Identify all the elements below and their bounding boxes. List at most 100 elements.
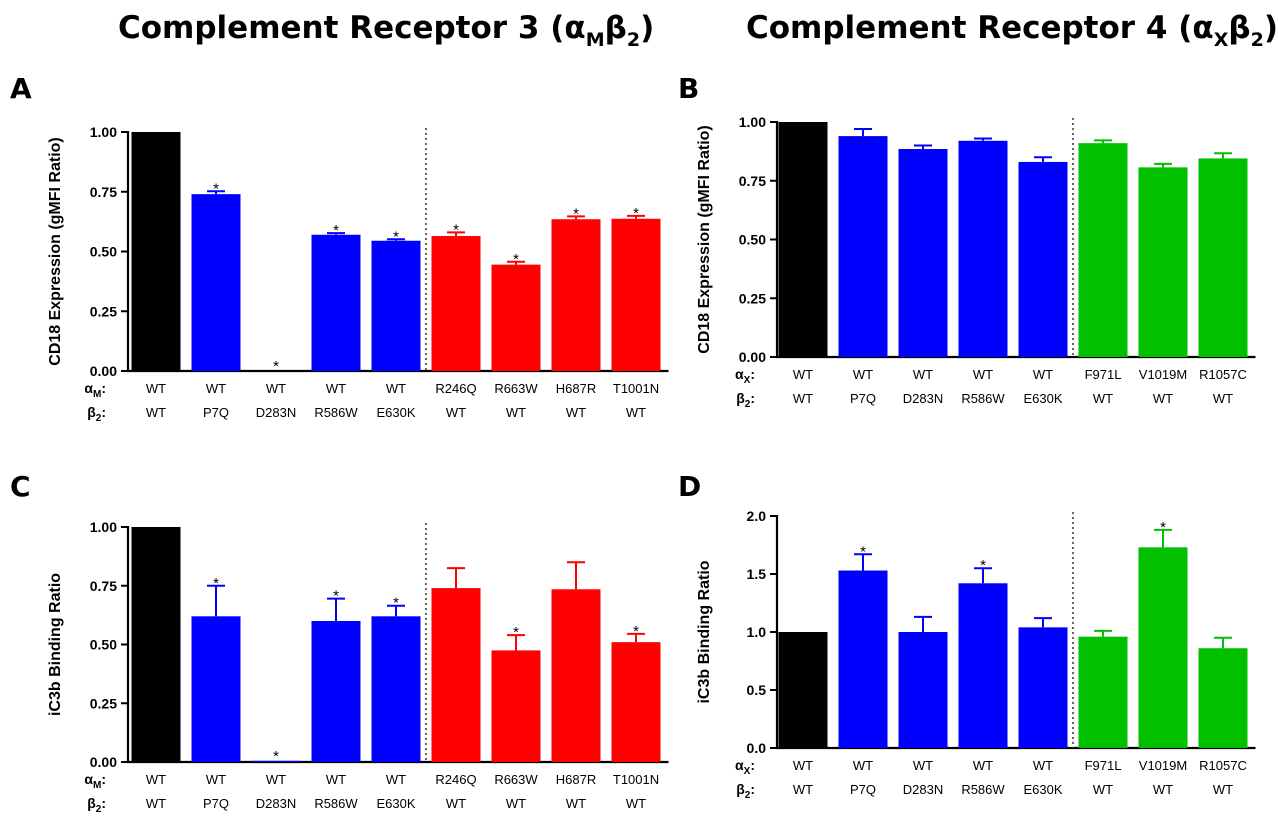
bar bbox=[551, 589, 601, 762]
x-beta-label: WT bbox=[1213, 391, 1233, 406]
x-alpha-label: R1057C bbox=[1199, 367, 1247, 382]
x-beta-label: WT bbox=[793, 782, 813, 797]
panel-label-c: C bbox=[10, 470, 31, 503]
bar bbox=[491, 264, 541, 371]
bar bbox=[838, 570, 888, 748]
bar bbox=[778, 122, 828, 357]
x-alpha-label: WT bbox=[973, 758, 993, 773]
y-tick-label: 0.5 bbox=[747, 682, 767, 698]
x-beta-label: P7Q bbox=[203, 796, 229, 811]
x-alpha-label: WT bbox=[913, 758, 933, 773]
significance-star: * bbox=[453, 221, 459, 238]
significance-star: * bbox=[513, 251, 519, 268]
y-tick-label: 1.0 bbox=[747, 624, 767, 640]
x-alpha-label: R1057C bbox=[1199, 758, 1247, 773]
x-alpha-label: WT bbox=[1033, 367, 1053, 382]
bar bbox=[1078, 143, 1128, 357]
x-beta-label: D283N bbox=[256, 796, 296, 811]
bar bbox=[898, 632, 948, 748]
x-alpha-label: WT bbox=[326, 772, 346, 787]
y-tick-label: 1.00 bbox=[90, 519, 117, 535]
bar bbox=[1198, 648, 1248, 748]
bar bbox=[551, 219, 601, 371]
x-beta-label: WT bbox=[506, 405, 526, 420]
cr4-header-close: ) bbox=[1263, 10, 1278, 46]
bar bbox=[431, 235, 481, 371]
bar bbox=[491, 650, 541, 762]
x-alpha-label: WT bbox=[326, 381, 346, 396]
bar bbox=[251, 760, 301, 762]
y-tick-label: 0.00 bbox=[90, 754, 117, 770]
significance-star: * bbox=[213, 180, 219, 197]
x-alpha-label: R663W bbox=[494, 772, 538, 787]
beta-row-label: β2: bbox=[87, 404, 106, 424]
x-beta-label: E630K bbox=[1023, 782, 1062, 797]
x-beta-label: WT bbox=[1153, 782, 1173, 797]
chart-panel-a: CD18 Expression (gMFI Ratio) 0.00 0.25 0.50… bbox=[47, 124, 669, 424]
x-beta-label: P7Q bbox=[203, 405, 229, 420]
bar bbox=[958, 140, 1008, 357]
x-beta-label: WT bbox=[506, 796, 526, 811]
beta-row-label: β2: bbox=[736, 781, 755, 801]
significance-star: * bbox=[860, 543, 866, 560]
panel-label-d: D bbox=[678, 470, 702, 503]
x-beta-label: D283N bbox=[256, 405, 296, 420]
y-tick-label: 0.0 bbox=[747, 740, 767, 756]
y-tick-label: 1.00 bbox=[90, 124, 117, 140]
x-alpha-label: R246Q bbox=[435, 772, 476, 787]
chart-panel-d: iC3b Binding Ratio 0.0 0.5 1.0 1.5 2.0 WT WT * WT… bbox=[696, 508, 1256, 801]
bar bbox=[898, 149, 948, 357]
bar bbox=[1018, 627, 1068, 748]
y-tick-label: 0.75 bbox=[90, 184, 117, 200]
y-tick-label: 0.75 bbox=[90, 578, 117, 594]
x-alpha-label: WT bbox=[146, 772, 166, 787]
x-beta-label: P7Q bbox=[850, 391, 876, 406]
bar bbox=[131, 527, 181, 762]
x-beta-label: WT bbox=[446, 405, 466, 420]
beta-row-label: β2: bbox=[736, 390, 755, 410]
significance-star: * bbox=[980, 557, 986, 574]
x-alpha-label: F971L bbox=[1085, 367, 1122, 382]
y-tick-label: 0.50 bbox=[90, 244, 117, 260]
x-alpha-label: WT bbox=[853, 758, 873, 773]
cr3-header-sub1: M bbox=[585, 29, 605, 51]
y-tick-label: 0.00 bbox=[90, 363, 117, 379]
x-alpha-label: WT bbox=[913, 367, 933, 382]
x-alpha-label: T1001N bbox=[613, 381, 659, 396]
cr3-header-close: ) bbox=[640, 10, 655, 46]
y-tick-label: 0.00 bbox=[739, 349, 766, 365]
x-beta-label: P7Q bbox=[850, 782, 876, 797]
y-tick-label: 0.25 bbox=[739, 290, 766, 306]
x-beta-label: WT bbox=[1213, 782, 1233, 797]
x-beta-label: WT bbox=[626, 405, 646, 420]
x-alpha-label: WT bbox=[266, 381, 286, 396]
significance-star: * bbox=[333, 222, 339, 239]
x-beta-label: WT bbox=[566, 796, 586, 811]
x-alpha-label: H687R bbox=[556, 381, 596, 396]
x-beta-label: R586W bbox=[314, 796, 358, 811]
x-alpha-label: WT bbox=[266, 772, 286, 787]
alpha-row-label: αX: bbox=[735, 757, 755, 777]
bar bbox=[1138, 547, 1188, 748]
y-axis-label: iC3b Binding Ratio bbox=[47, 573, 64, 716]
x-alpha-label: WT bbox=[793, 367, 813, 382]
x-beta-label: WT bbox=[566, 405, 586, 420]
y-tick-label: 1.5 bbox=[747, 566, 767, 582]
bar bbox=[371, 616, 421, 762]
cr4-header-sub1: X bbox=[1213, 29, 1229, 51]
significance-star: * bbox=[633, 205, 639, 222]
cr4-header: Complement Receptor 4 (αXβ2) bbox=[746, 10, 1278, 51]
x-beta-label: E630K bbox=[376, 405, 415, 420]
bar bbox=[431, 588, 481, 762]
x-beta-label: WT bbox=[793, 391, 813, 406]
x-beta-label: D283N bbox=[903, 391, 943, 406]
bar bbox=[1018, 161, 1068, 357]
x-beta-label: R586W bbox=[314, 405, 358, 420]
y-axis-label: CD18 Expression (gMFI Ratio) bbox=[696, 125, 713, 353]
x-alpha-label: V1019M bbox=[1139, 758, 1187, 773]
x-alpha-label: WT bbox=[386, 381, 406, 396]
panel-label-b: B bbox=[678, 72, 700, 105]
x-alpha-label: WT bbox=[146, 381, 166, 396]
significance-star: * bbox=[273, 358, 279, 375]
panel-label-a: A bbox=[10, 72, 32, 105]
